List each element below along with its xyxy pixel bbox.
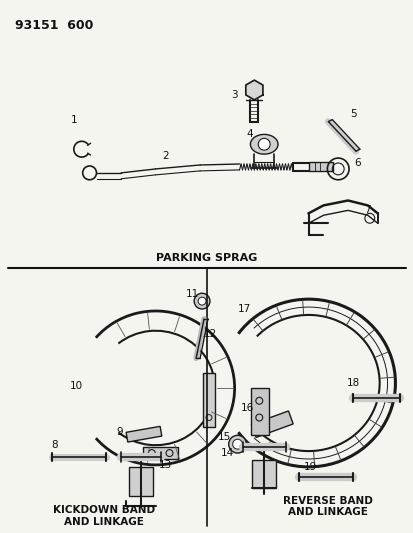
Text: 19: 19 [303,462,316,472]
Circle shape [258,139,270,150]
Text: 1: 1 [70,115,77,125]
Text: 17: 17 [237,304,251,314]
Text: 18: 18 [346,378,359,388]
Text: 9: 9 [116,427,122,438]
Text: 7: 7 [363,205,370,215]
Text: 14: 14 [221,448,234,458]
Circle shape [198,297,206,305]
Bar [202,373,214,427]
Ellipse shape [350,394,354,402]
Text: 3: 3 [231,90,237,100]
Text: 4: 4 [245,130,252,140]
Text: 6: 6 [354,158,361,168]
Text: 8: 8 [51,440,57,450]
Circle shape [232,439,242,449]
Text: 10: 10 [70,381,83,391]
Bar [251,388,268,435]
Circle shape [194,293,209,309]
Text: 5: 5 [349,109,356,119]
Text: 13: 13 [159,460,172,470]
Ellipse shape [250,134,278,154]
Text: 16: 16 [240,402,254,413]
Text: 15: 15 [218,432,231,442]
Text: 2: 2 [162,151,169,161]
Text: PARKING SPRAG: PARKING SPRAG [156,253,257,263]
Text: REVERSE BAND
AND LINKAGE: REVERSE BAND AND LINKAGE [283,496,373,517]
Text: 11: 11 [185,289,198,299]
Text: 93151  600: 93151 600 [14,19,93,32]
Bar [126,426,161,442]
Bar [129,467,152,496]
Bar [142,447,178,459]
Polygon shape [245,80,262,100]
Circle shape [228,435,246,453]
Text: KICKDOWN BAND
AND LINKAGE: KICKDOWN BAND AND LINKAGE [53,505,155,527]
Bar [252,460,275,488]
Bar [251,411,292,438]
Bar [308,162,332,171]
Text: 12: 12 [203,329,216,338]
